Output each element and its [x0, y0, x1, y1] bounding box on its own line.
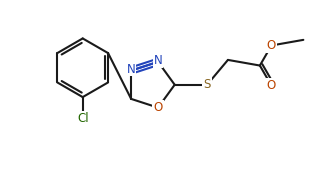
Text: O: O: [153, 101, 163, 114]
Text: S: S: [203, 78, 211, 91]
Text: N: N: [154, 54, 163, 67]
Text: N: N: [127, 63, 136, 76]
Text: O: O: [267, 79, 276, 92]
Text: O: O: [267, 39, 276, 52]
Text: Cl: Cl: [77, 112, 89, 125]
